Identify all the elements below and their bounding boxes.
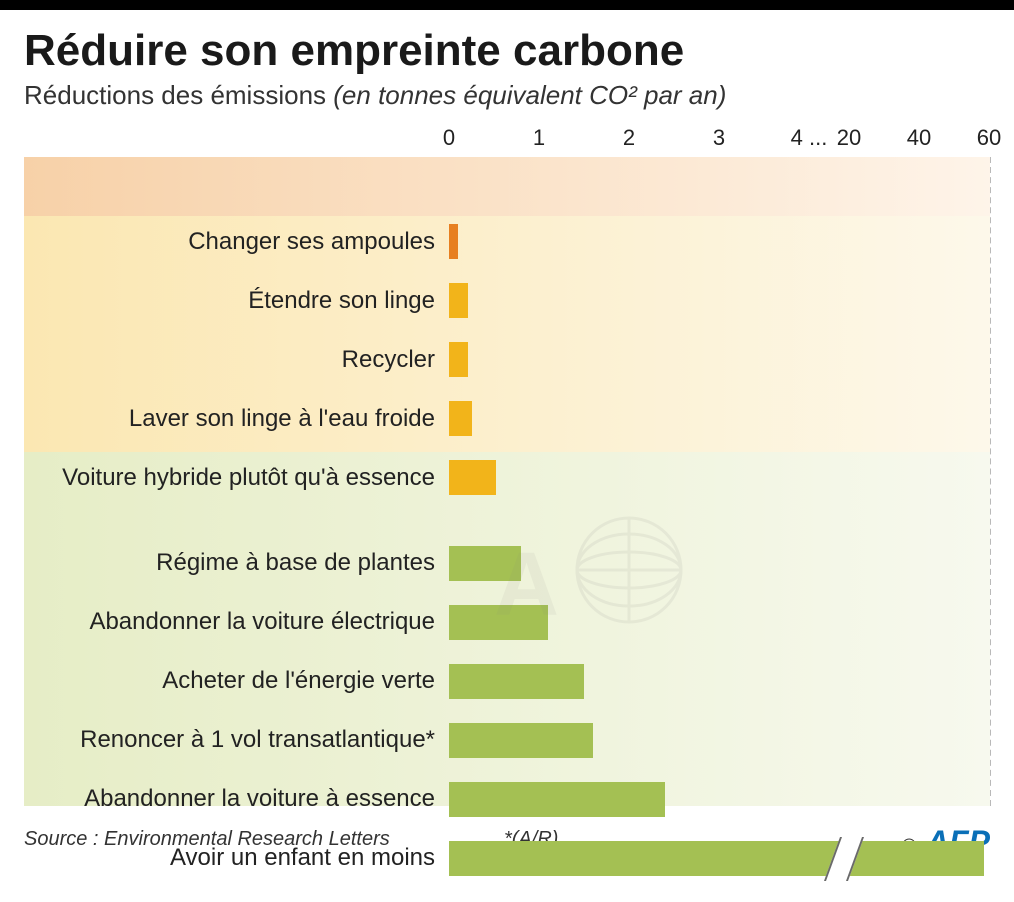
bar-cell xyxy=(449,652,989,711)
bar-cell xyxy=(449,448,989,507)
bar-row: Étendre son linge xyxy=(24,271,990,330)
bar xyxy=(449,723,593,758)
subtitle: Réductions des émissions (en tonnes équi… xyxy=(24,80,990,111)
bar-label: Abandonner la voiture électrique xyxy=(24,609,449,635)
bar-cell xyxy=(449,711,989,770)
tick-label: 0 xyxy=(443,125,455,151)
bar xyxy=(449,605,548,640)
bar-cell xyxy=(449,330,989,389)
bar-row: Changer ses ampoules xyxy=(24,212,990,271)
tick-label: 60 xyxy=(977,125,1001,151)
bar-row: Abandonner la voiture à essence xyxy=(24,770,990,829)
bar xyxy=(449,546,521,581)
bar-row: Renoncer à 1 vol transatlantique* xyxy=(24,711,990,770)
bar-label: Régime à base de plantes xyxy=(24,550,449,576)
tick-label: 3 xyxy=(713,125,725,151)
bar-cell xyxy=(449,271,989,330)
bar-row: Laver son linge à l'eau froide xyxy=(24,389,990,448)
plot-area: Faible impact- 0,2 tonnes par anChanger … xyxy=(24,157,990,806)
bar-label: Laver son linge à l'eau froide xyxy=(24,406,449,432)
bar-label: Recycler xyxy=(24,347,449,373)
bar-row: Avoir un enfant en moins xyxy=(24,829,990,888)
page-title: Réduire son empreinte carbone xyxy=(24,28,990,74)
subtitle-italic: (en tonnes équivalent CO² par an) xyxy=(333,80,726,110)
bar xyxy=(449,664,584,699)
bar-cell xyxy=(449,212,989,271)
bar-row: Régime à base de plantes xyxy=(24,534,990,593)
bar-cell xyxy=(449,829,989,888)
subtitle-lead: Réductions des émissions xyxy=(24,80,333,110)
bar xyxy=(449,224,458,259)
tick-label: 20 xyxy=(837,125,861,151)
bar-row: Acheter de l'énergie verte xyxy=(24,652,990,711)
bar-cell xyxy=(449,593,989,652)
x-axis: 01234 ...204060 xyxy=(449,125,989,157)
bar xyxy=(449,782,665,817)
bar-row: Voiture hybride plutôt qu'à essence xyxy=(24,448,990,507)
bar-cell xyxy=(449,534,989,593)
impact-band-low: Faible impact- 0,2 tonnes par anChanger … xyxy=(24,157,990,216)
tick-label: 2 xyxy=(623,125,635,151)
annotation-title: Faible impact xyxy=(644,161,1014,190)
bar xyxy=(449,283,468,318)
chart-container: Réduire son empreinte carbone Réductions… xyxy=(0,10,1014,880)
bar-label: Acheter de l'énergie verte xyxy=(24,668,449,694)
tick-label: 4 ... xyxy=(791,125,828,151)
bar-label: Renoncer à 1 vol transatlantique* xyxy=(24,727,449,753)
bar xyxy=(449,342,468,377)
bar xyxy=(449,401,472,436)
bar-label: Changer ses ampoules xyxy=(24,229,449,255)
top-rule xyxy=(0,0,1014,10)
tick-label: 1 xyxy=(533,125,545,151)
bar xyxy=(449,460,496,495)
bar-cell xyxy=(449,770,989,829)
bar-cell xyxy=(449,389,989,448)
bar-row: Recycler xyxy=(24,330,990,389)
bar-label: Voiture hybride plutôt qu'à essence xyxy=(24,465,449,491)
bar-row: Abandonner la voiture électrique xyxy=(24,593,990,652)
band-annotation: Faible impact- 0,2 tonnes par an xyxy=(644,161,1014,216)
bar xyxy=(449,841,984,876)
bar-label: Avoir un enfant en moins xyxy=(24,845,449,871)
chart-wrap: 01234 ...204060 Faible impact- 0,2 tonne… xyxy=(24,125,990,864)
tick-label: 40 xyxy=(907,125,931,151)
bar-label: Abandonner la voiture à essence xyxy=(24,786,449,812)
bar-label: Étendre son linge xyxy=(24,288,449,314)
